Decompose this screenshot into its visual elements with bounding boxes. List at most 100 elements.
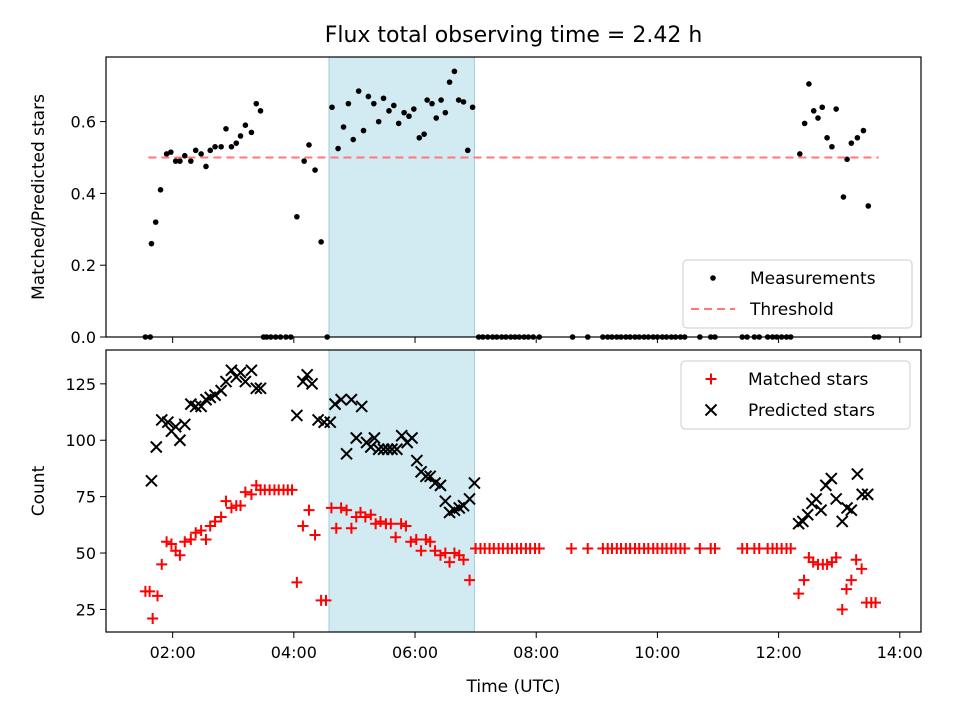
measurement-point (395, 120, 402, 127)
predicted-star-point (150, 440, 163, 454)
measurement-point (163, 151, 170, 157)
predicted-star-point (410, 454, 424, 467)
predicted-star-point (245, 364, 258, 377)
matched-star-point (225, 502, 237, 514)
measurement-point (237, 133, 244, 139)
predicted-star-point (250, 382, 263, 395)
measurement-point (181, 152, 188, 159)
measurement-point (212, 143, 218, 150)
matched-star-point (533, 543, 545, 555)
matched-star-point (458, 554, 470, 566)
predicted-star-point (463, 492, 476, 506)
x-tick-label: 04:00 (271, 643, 317, 662)
matched-star-point (220, 495, 232, 507)
measurement-point (819, 104, 826, 111)
matched-star-point (434, 549, 446, 561)
matched-star-point (679, 543, 691, 555)
measurement-point (380, 95, 387, 102)
x-tick-label: 08:00 (513, 643, 559, 662)
predicted-star-point (419, 470, 433, 483)
y-tick-label: 0.2 (71, 256, 96, 275)
measurement-point (833, 106, 839, 112)
matched-star-point (374, 515, 386, 527)
predicted-star-point (323, 415, 337, 429)
matched-star-point (174, 549, 186, 561)
matched-star-point (156, 558, 168, 570)
predicted-star-point (355, 400, 368, 413)
legend-marker-x (704, 403, 718, 417)
legend-marker-dot (710, 275, 716, 281)
shaded-interval (328, 349, 475, 633)
measurement-point (168, 149, 174, 155)
legend-label: Matched stars (748, 370, 868, 390)
matched-star-point (415, 545, 427, 557)
matched-star-point (821, 558, 833, 570)
matched-star-point (582, 543, 594, 555)
measurement-point (810, 108, 817, 114)
measurement-point (865, 203, 872, 209)
predicted-star-point (178, 418, 191, 431)
predicted-star-point (368, 431, 381, 445)
measurement-point (469, 104, 476, 111)
predicted-star-point (254, 382, 267, 395)
predicted-star-point (345, 393, 358, 406)
predicted-star-point (814, 503, 828, 517)
matched-star-point (390, 531, 402, 543)
matched-star-point (370, 518, 382, 530)
measurement-point (406, 113, 412, 120)
shaded-interval (328, 56, 475, 338)
predicted-star-point (169, 420, 182, 433)
predicted-star-point (145, 474, 158, 488)
matched-star-point (235, 500, 247, 512)
measurement-point (248, 129, 255, 136)
measurement-point (433, 115, 440, 121)
measurement-point (355, 88, 362, 94)
matched-star-point (179, 536, 191, 548)
measurement-point (365, 93, 372, 100)
predicted-star-point (189, 400, 202, 413)
legend: Measurements Threshold (682, 259, 913, 329)
predicted-star-point (234, 366, 247, 379)
matched-star-point (320, 594, 332, 606)
matched-star-point (856, 563, 868, 575)
predicted-star-point (290, 409, 304, 422)
measurement-point (312, 167, 318, 173)
predicted-star-point (219, 375, 233, 388)
y-tick-label: 0.6 (71, 113, 96, 132)
measurement-point (824, 134, 830, 141)
measurement-point (203, 163, 209, 170)
measurement-point (860, 127, 867, 134)
measurement-point (152, 219, 159, 225)
axes-frame (105, 349, 922, 633)
matched-star-point (297, 520, 309, 532)
x-tick-label: 06:00 (392, 643, 438, 662)
predicted-star-point (305, 377, 319, 391)
x-tick-label: 10:00 (634, 643, 680, 662)
measurement-point (455, 97, 462, 103)
y-tick-label: 50 (76, 544, 96, 563)
measurement-point (797, 151, 803, 157)
predicted-star-point (381, 443, 394, 456)
matched-star-point (152, 590, 164, 602)
matched-star-point (464, 574, 476, 586)
predicted-star-point (225, 364, 238, 377)
measurement-point (253, 100, 260, 107)
legend-label: Threshold (749, 300, 834, 320)
measurement-point (360, 127, 367, 134)
measurement-point (228, 143, 235, 150)
measurement-point (335, 145, 341, 152)
matched-star-point (410, 534, 422, 546)
measurement-point (218, 143, 224, 150)
matched-star-point (359, 511, 371, 523)
matched-star-point (830, 552, 842, 564)
legend: Matched stars Predicted stars (680, 360, 911, 430)
series-matched-stars (139, 479, 882, 624)
predicted-star-point (801, 508, 814, 521)
predicted-star-point (372, 443, 385, 456)
matched-star-point (291, 576, 303, 588)
chart-title: Flux total observing time = 2.42 h (325, 23, 703, 48)
measurement-point (301, 158, 307, 164)
predicted-star-point (239, 375, 252, 388)
measurement-point (815, 115, 821, 121)
